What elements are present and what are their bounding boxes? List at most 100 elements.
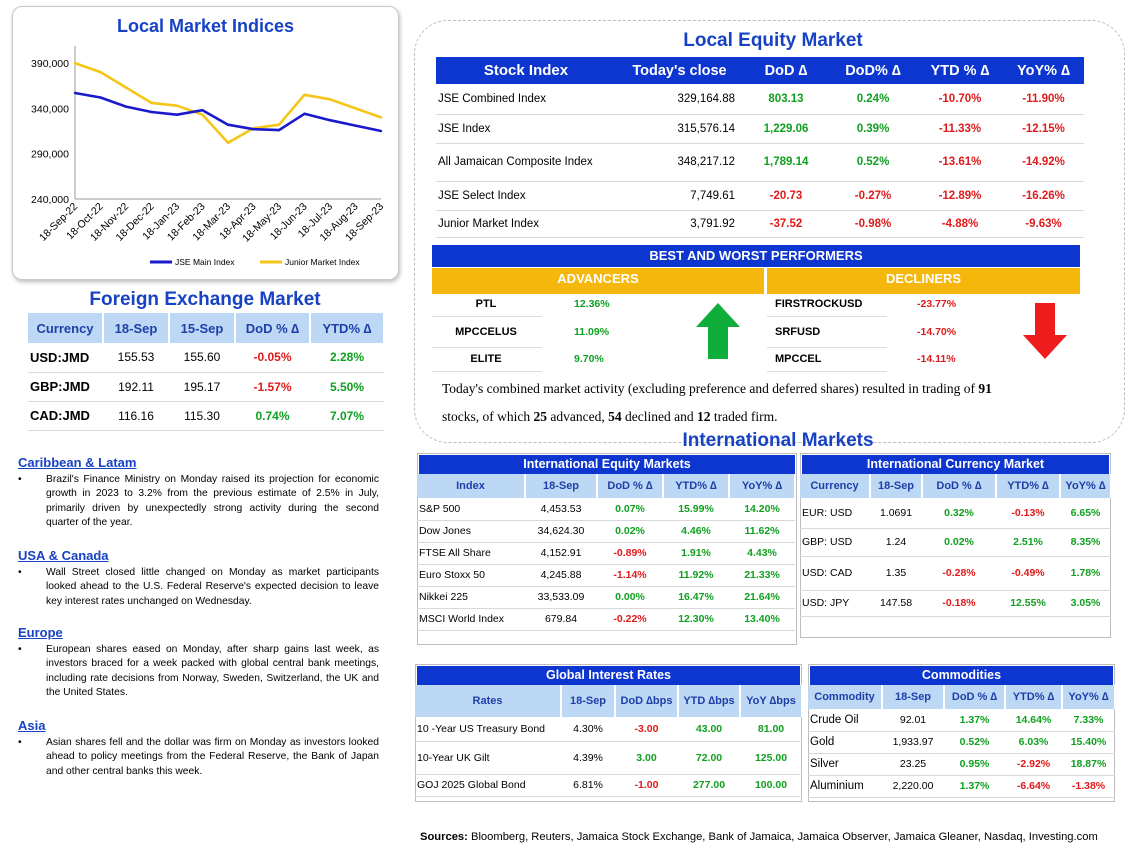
ieq-cell: -0.89%: [597, 542, 663, 565]
comm-cell: 0.52%: [944, 731, 1005, 754]
rates-header-4: YoY ∆bps: [740, 685, 803, 717]
advancers-cell: 12.36%: [574, 298, 610, 310]
data-point: [226, 141, 230, 145]
decliners-cell: SRFUSD: [767, 316, 887, 348]
equity-cell: -0.27%: [829, 181, 917, 211]
equity-cell: 3,791.92: [616, 210, 743, 238]
table-row: 10-Year UK Gilt 4.39% 3.00 72.00 125.00: [415, 741, 802, 775]
news-text: • European shares eased on Monday, after …: [18, 643, 379, 701]
news-item: Europe • European shares eased on Monday, …: [18, 625, 379, 701]
data-point: [124, 86, 128, 89]
fx-title: Foreign Exchange Market: [89, 289, 321, 310]
equity-header-1: Today's close: [616, 57, 743, 84]
icur-cell: 12.55%: [996, 590, 1060, 617]
table-row: JSE Combined Index 329,164.88 803.13 0.24% -…: [436, 84, 1084, 115]
advancers-cell: PTL: [432, 292, 542, 317]
news-heading: Europe: [18, 625, 63, 640]
equity-cell: All Jamaican Composite Index: [436, 143, 616, 182]
table-row: USD:JMD 155.53 155.60 -0.05% 2.28%: [28, 343, 384, 373]
table-row: JSE Select Index 7,749.61 -20.73 -0.27% -12.…: [436, 181, 1084, 211]
fx-cell: 115.30: [169, 401, 235, 431]
icur-cell: 0.02%: [922, 528, 996, 557]
comm-cell: 18.87%: [1062, 753, 1115, 776]
list-item: MPCCEL -14.11%: [767, 347, 993, 372]
fx-cell: 2.28%: [310, 343, 384, 373]
ieq-cell: 15.99%: [663, 498, 729, 521]
ieq-cell: Euro Stoxx 50: [417, 564, 525, 587]
advancers-cell: MPCCELUS: [432, 316, 542, 348]
data-point: [99, 70, 102, 74]
news-heading: Caribbean & Latam: [18, 455, 137, 470]
comm-cell: 15.40%: [1062, 731, 1115, 754]
ieq-cell: 21.64%: [729, 586, 795, 609]
table-row: GBP: USD 1.24 0.02% 2.51% 8.35%: [800, 528, 1111, 557]
data-point: [328, 98, 332, 101]
table-row: Euro Stoxx 50 4,245.88 -1.14% 11.92% 21.33%: [417, 564, 795, 587]
data-point: [354, 107, 357, 110]
rates-cell: 3.00: [615, 741, 678, 775]
bullet-icon: •: [18, 567, 22, 578]
data-point: [303, 93, 306, 96]
fx-header-4: YTD% ∆: [310, 313, 385, 343]
rates-table: Rates 18-Sep DoD ∆bps YTD ∆bps YoY ∆bps 10 -Y…: [415, 685, 803, 797]
legend-label: Junior Market Index: [285, 257, 360, 267]
data-point: [328, 118, 332, 122]
data-point: [150, 101, 153, 105]
equity-title: Local Equity Market: [683, 30, 863, 51]
rates-cell: 43.00: [678, 717, 740, 742]
bullet-icon: •: [18, 474, 22, 485]
performers-title: BEST AND WORST PERFORMERS: [432, 245, 1080, 267]
comm-cell: Aluminium: [808, 775, 882, 798]
market-summary: Today's combined market activity (exclud…: [442, 381, 992, 424]
table-row: Gold 1,933.97 0.52% 6.03% 15.40%: [808, 731, 1115, 754]
ieq-header-2: DoD % ∆: [597, 474, 664, 498]
data-point: [124, 105, 128, 108]
comm-cell: 0.95%: [944, 753, 1005, 776]
equity-cell: -11.33%: [917, 114, 1003, 144]
data-point: [379, 129, 383, 133]
icur-cell: USD: JPY: [800, 590, 870, 617]
comm-cell: 7.33%: [1062, 709, 1115, 732]
list-item: SRFUSD -14.70%: [767, 316, 993, 348]
ieq-header-1: 18-Sep: [525, 474, 598, 498]
ieq-header-0: Index: [417, 474, 526, 498]
data-point: [150, 110, 153, 114]
fx-cell: 0.74%: [235, 401, 310, 431]
table-row: Dow Jones 34,624.30 0.02% 4.46% 11.62%: [417, 520, 795, 543]
equity-cell: 0.39%: [829, 114, 917, 144]
equity-cell: 0.24%: [829, 84, 917, 115]
bullet-icon: •: [18, 644, 22, 655]
icur-cell: EUR: USD: [800, 498, 870, 529]
decliners-cell: -14.70%: [917, 325, 957, 338]
equity-header-2: DoD ∆: [743, 57, 829, 84]
ieq-cell: 14.20%: [729, 498, 795, 521]
advancers-cell: ELITE: [432, 347, 542, 372]
y-tick-label: 240,000: [31, 194, 69, 206]
icur-cell: 3.05%: [1060, 590, 1111, 617]
data-point: [73, 91, 77, 95]
ieq-cell: Dow Jones: [417, 520, 525, 543]
comm-cell: Silver: [808, 753, 882, 776]
commodities-table: Commodity 18-Sep DoD % ∆ YTD% ∆ YoY% ∆ Crude …: [808, 685, 1116, 798]
comm-cell: Crude Oil: [808, 709, 882, 732]
fx-cell: -1.57%: [235, 372, 310, 402]
ieq-cell: 33,533.09: [525, 586, 597, 609]
ieq-cell: 21.33%: [729, 564, 795, 587]
table-row: CAD:JMD 116.16 115.30 0.74% 7.07%: [28, 401, 384, 431]
ieq-cell: 679.84: [525, 608, 597, 631]
commodities-title: Commodities: [810, 666, 1113, 685]
y-tick-label: 290,000: [31, 149, 69, 161]
table-row: 10 -Year US Treasury Bond 4.30% -3.00 43.00…: [415, 717, 802, 742]
ieq-header-3: YTD% ∆: [663, 474, 730, 498]
equity-header-3: DoD% ∆: [829, 57, 917, 84]
equity-cell: -11.90%: [1003, 84, 1084, 115]
decliners-cell: FIRSTROCKUSD: [767, 292, 887, 317]
rates-cell: -3.00: [615, 717, 678, 742]
ieq-cell: 0.07%: [597, 498, 663, 521]
comm-cell: 1.37%: [944, 775, 1005, 798]
icur-cell: 1.0691: [870, 498, 922, 529]
bullet-icon: •: [18, 737, 22, 748]
data-point: [277, 123, 281, 126]
chart-title: Local Market Indices: [116, 16, 295, 36]
data-point: [201, 113, 204, 116]
